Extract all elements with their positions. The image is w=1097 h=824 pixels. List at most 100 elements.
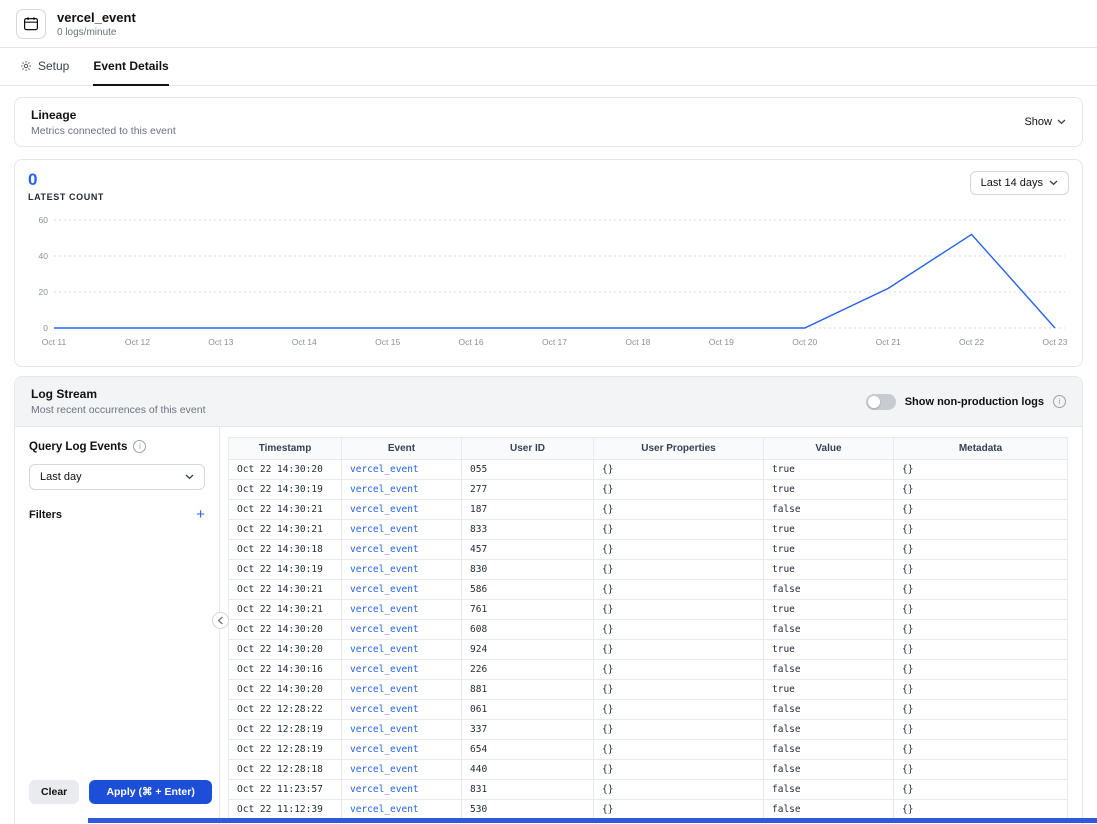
table-cell: {} [593,799,764,820]
time-range-value: Last day [40,471,82,483]
table-cell: Oct 22 12:28:22 [228,699,342,720]
latest-count-value: 0 [28,170,38,189]
gear-icon [21,61,31,71]
help-icon[interactable]: i [1053,395,1066,408]
table-cell: 654 [461,739,594,760]
table-row: Oct 22 14:30:20 vercel_event 881{} true{} [228,679,1068,700]
column-header: Value [763,437,894,460]
table-cell: false [763,699,894,720]
event-link[interactable]: vercel_event [341,499,462,520]
table-header-row: Timestamp Event User ID User Properties Valu… [228,437,1068,460]
table-row: Oct 22 11:12:39 vercel_event 530{} false{} [228,799,1068,820]
non-production-logs-label: Show non-production logs [904,395,1044,408]
event-link[interactable]: vercel_event [341,659,462,680]
bottom-bar [88,818,1097,823]
svg-text:Oct 15: Oct 15 [375,337,400,347]
table-row: Oct 22 14:30:21 vercel_event 586{} false{} [228,579,1068,600]
table-cell: 440 [461,759,594,780]
table-row: Oct 22 14:30:21 vercel_event 833{} true{} [228,519,1068,540]
table-cell: {} [593,499,764,520]
log-stream-title: Log Stream [31,387,98,401]
event-link[interactable]: vercel_event [341,619,462,640]
table-cell: Oct 22 14:30:21 [228,579,342,600]
svg-text:Oct 17: Oct 17 [542,337,567,347]
table-row: Oct 22 14:30:20 vercel_event 055{} true{} [228,459,1068,480]
svg-text:Oct 16: Oct 16 [459,337,484,347]
latest-count-label: LATEST COUNT [28,192,105,202]
event-link[interactable]: vercel_event [341,799,462,820]
event-link[interactable]: vercel_event [341,679,462,700]
event-link[interactable]: vercel_event [341,719,462,740]
svg-text:Oct 23: Oct 23 [1042,337,1067,347]
table-row: Oct 22 11:23:57 vercel_event 831{} false{} [228,779,1068,800]
table-cell: Oct 22 14:30:19 [228,479,342,500]
table-cell: true [763,679,894,700]
event-link[interactable]: vercel_event [341,599,462,620]
table-cell: {} [893,719,1068,740]
table-cell: Oct 22 12:28:19 [228,739,342,760]
table-cell: {} [893,459,1068,480]
table-cell: {} [593,599,764,620]
non-production-logs-toggle[interactable] [865,393,896,410]
event-link[interactable]: vercel_event [341,539,462,560]
event-link[interactable]: vercel_event [341,699,462,720]
table-cell: false [763,659,894,680]
latest-count-chart: 0 20 40 60 Oct 11 Oct 12 Oct 13 Oct 14 Oct 15 Oct… [28,210,1069,357]
collapse-panel-button[interactable] [212,612,229,629]
table-cell: {} [593,519,764,540]
lineage-title: Lineage [31,107,77,122]
lineage-show-button[interactable]: Show [1024,116,1066,128]
add-filter-button[interactable]: + [196,506,205,523]
event-link[interactable]: vercel_event [341,639,462,660]
log-stream-body: Query Log Events i Last day Filters + Cl… [15,427,1082,824]
tab-event-details[interactable]: Event Details [93,48,169,86]
table-cell: {} [893,699,1068,720]
event-link[interactable]: vercel_event [341,479,462,500]
column-header: Timestamp [228,437,342,460]
table-row: Oct 22 12:28:19 vercel_event 337{} false{} [228,719,1068,740]
table-cell: {} [593,779,764,800]
chevron-down-icon [1057,119,1066,125]
log-table-body: Oct 22 14:30:20 vercel_event 055{} true{} Oc… [228,459,1068,820]
table-cell: false [763,739,894,760]
tab-setup[interactable]: Setup [20,48,69,86]
event-link[interactable]: vercel_event [341,739,462,760]
column-header: Event [341,437,462,460]
table-cell: {} [893,739,1068,760]
event-link[interactable]: vercel_event [341,519,462,540]
event-link[interactable]: vercel_event [341,579,462,600]
table-cell: 586 [461,579,594,600]
date-range-selector[interactable]: Last 14 days [969,171,1069,195]
table-row: Oct 22 14:30:20 vercel_event 608{} false{} [228,619,1068,640]
table-cell: {} [893,799,1068,820]
info-icon[interactable]: i [133,440,147,453]
svg-text:Oct 19: Oct 19 [709,337,734,347]
toggle-knob [867,395,880,408]
latest-count-card: 0 LATEST COUNT Last 14 days 0 20 40 60 Oct 1… [14,159,1083,367]
table-cell: {} [593,679,764,700]
table-row: Oct 22 12:28:22 vercel_event 061{} false{} [228,699,1068,720]
table-cell: {} [893,619,1068,640]
event-link[interactable]: vercel_event [341,759,462,780]
clear-button[interactable]: Clear [29,780,80,804]
table-cell: Oct 22 11:12:39 [228,799,342,820]
table-cell: {} [593,479,764,500]
apply-button[interactable]: Apply (⌘ + Enter) [89,780,212,804]
table-cell: true [763,479,894,500]
event-link[interactable]: vercel_event [341,559,462,580]
event-link[interactable]: vercel_event [341,779,462,800]
filters-label: Filters [29,509,63,521]
table-cell: {} [893,519,1068,540]
table-cell: false [763,779,894,800]
table-cell: Oct 22 11:23:57 [228,779,342,800]
table-cell: false [763,759,894,780]
log-stream-subtitle: Most recent occurrences of this event [31,404,206,416]
time-range-select[interactable]: Last day [29,464,205,490]
table-cell: false [763,799,894,820]
table-cell: Oct 22 14:30:21 [228,499,342,520]
event-link[interactable]: vercel_event [341,459,462,480]
table-cell: false [763,619,894,640]
table-row: Oct 22 14:30:19 vercel_event 277{} true{} [228,479,1068,500]
table-cell: Oct 22 14:30:16 [228,659,342,680]
table-cell: false [763,499,894,520]
